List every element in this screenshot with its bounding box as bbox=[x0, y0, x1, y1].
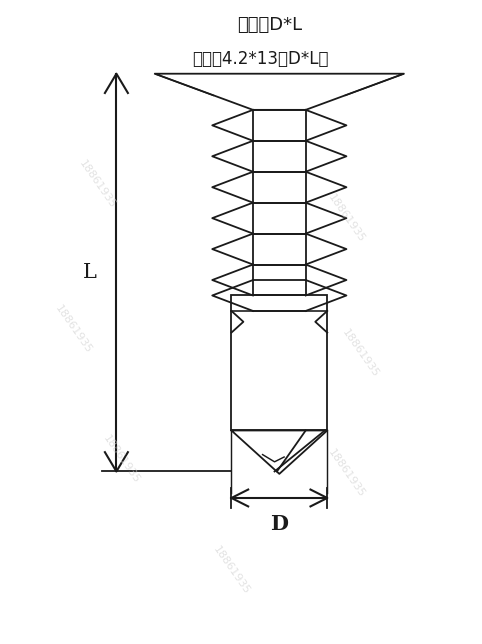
Text: 18861935: 18861935 bbox=[341, 327, 381, 379]
Text: 18861935: 18861935 bbox=[326, 448, 367, 500]
Text: 例如：4.2*13（D*L）: 例如：4.2*13（D*L） bbox=[192, 50, 328, 68]
Text: D: D bbox=[270, 515, 288, 535]
Text: 18861935: 18861935 bbox=[101, 433, 141, 486]
Text: 18861935: 18861935 bbox=[326, 193, 367, 244]
Text: 18861935: 18861935 bbox=[211, 544, 252, 596]
Text: 18861935: 18861935 bbox=[77, 158, 118, 211]
Text: 规格：D*L: 规格：D*L bbox=[237, 16, 302, 34]
Text: 18861935: 18861935 bbox=[53, 303, 94, 355]
Text: L: L bbox=[83, 263, 97, 282]
